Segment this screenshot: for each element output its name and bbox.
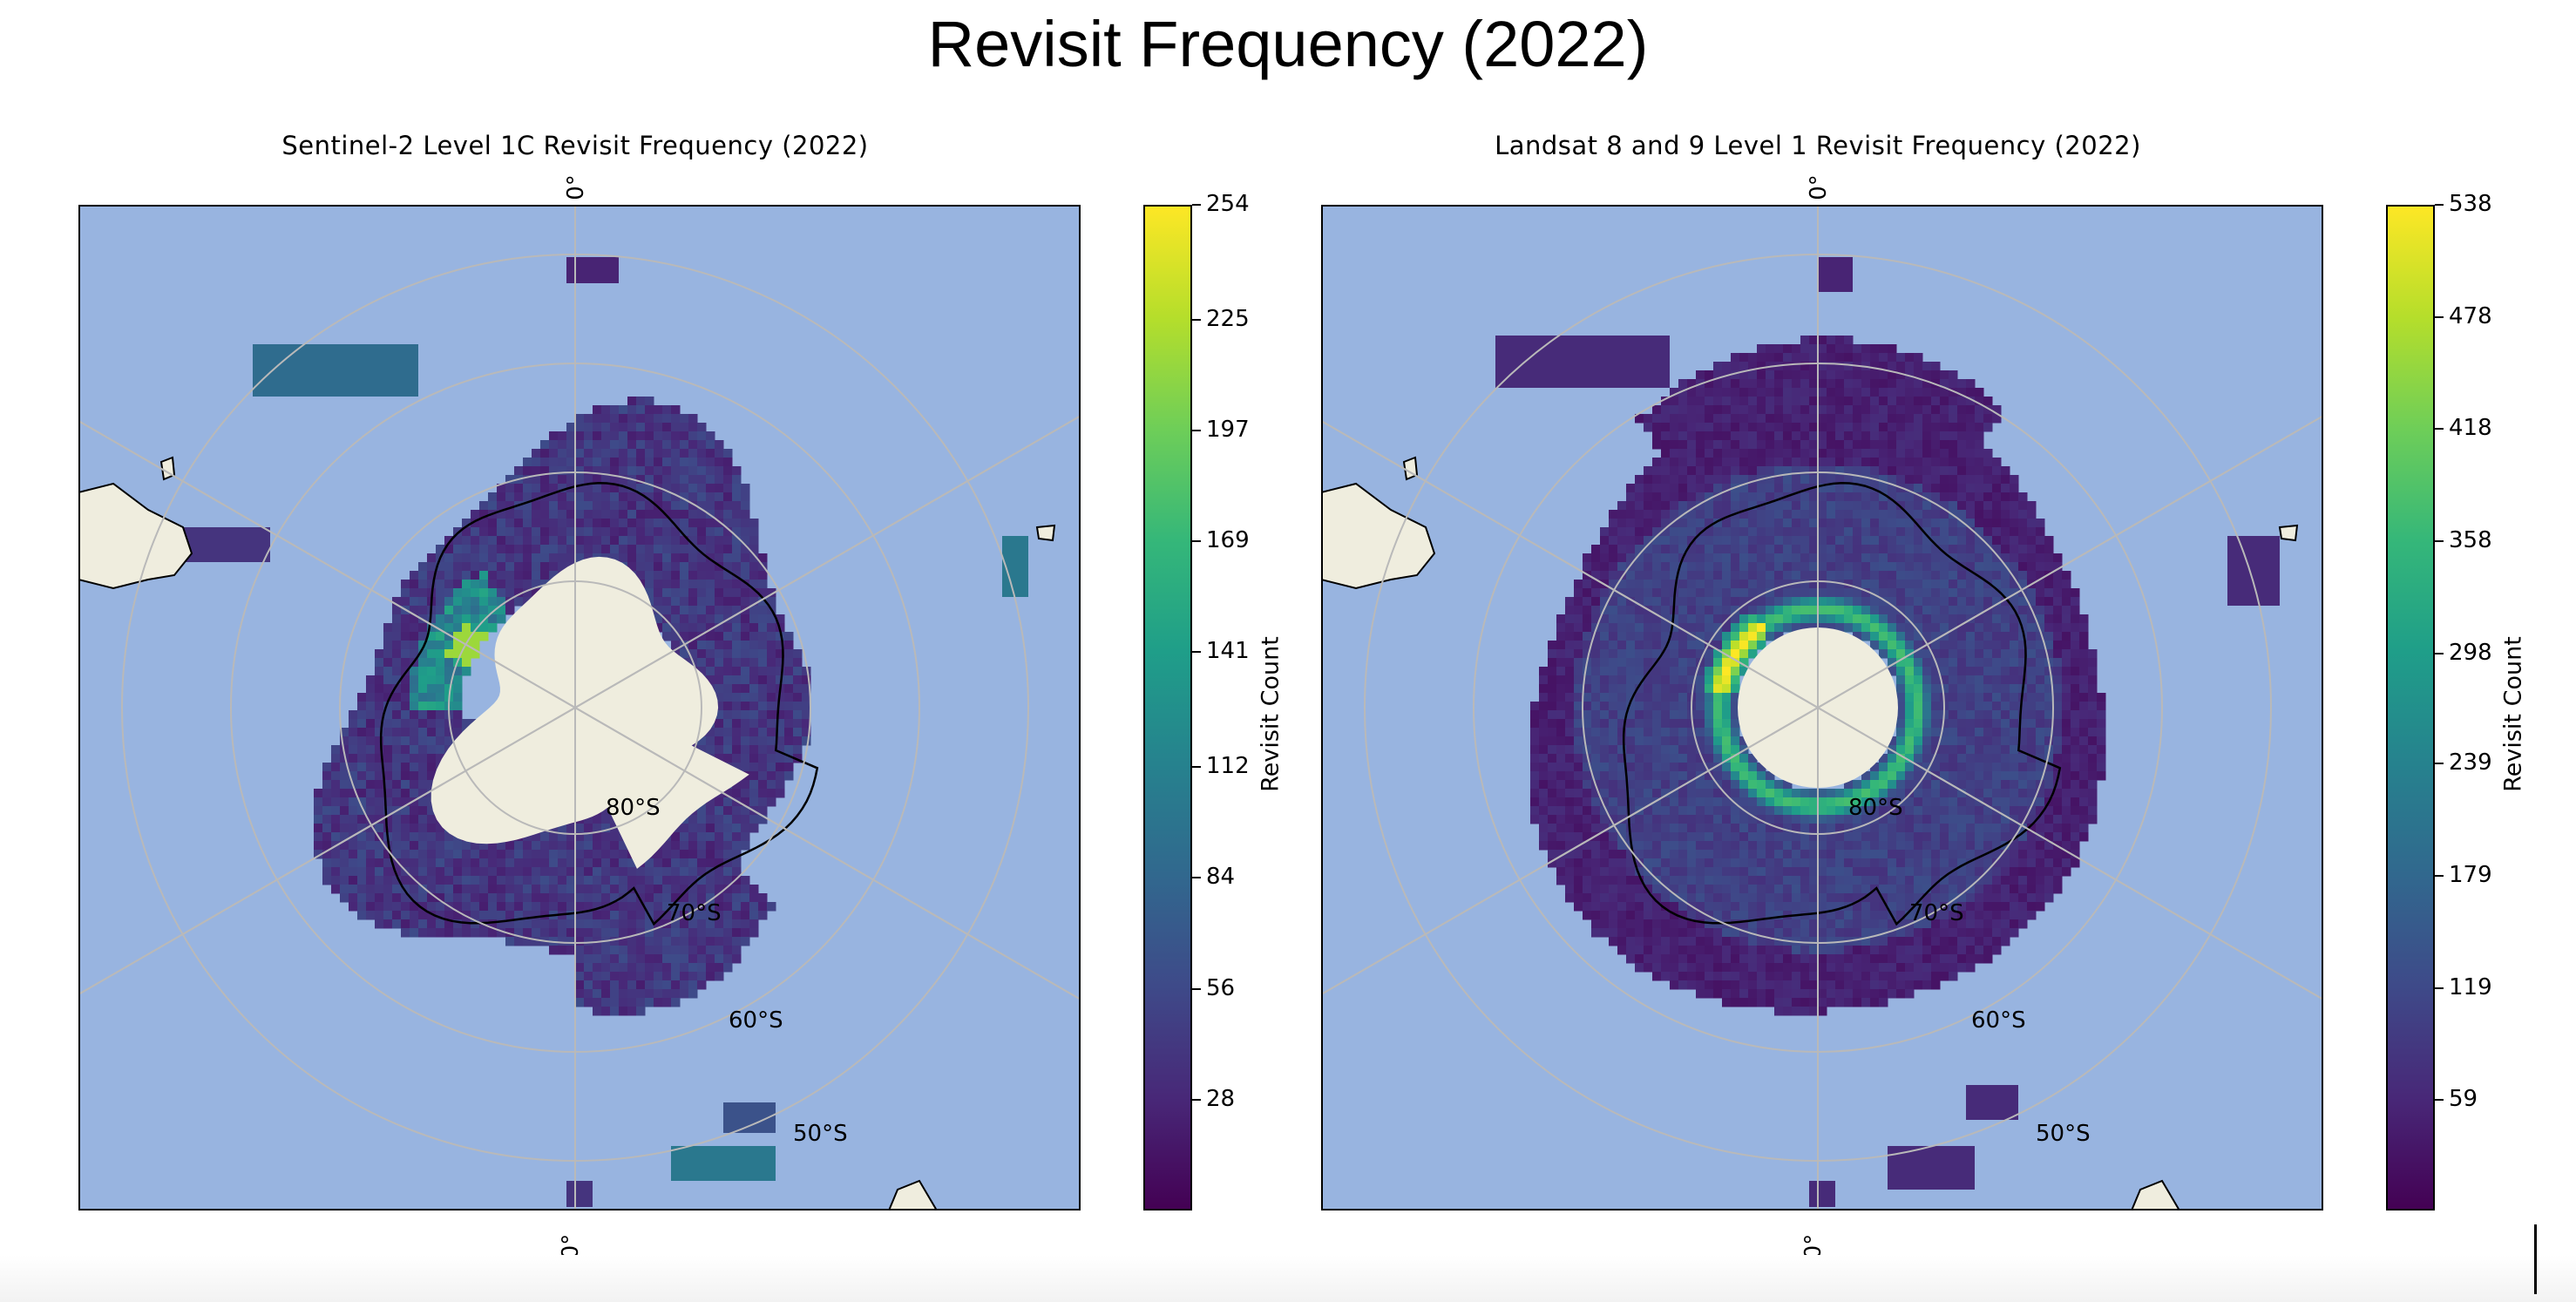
colorbar-tick-label: 179 (2449, 862, 2492, 889)
figure-title: Revisit Frequency (2022) (927, 8, 1649, 80)
panel-1-title: Sentinel-2 Level 1C Revisit Frequency (2… (281, 131, 869, 160)
colorbar-tickmark (2435, 315, 2444, 318)
colorbar-tick-label: 298 (2449, 639, 2492, 666)
panel-2-colorbar (2386, 205, 2435, 1210)
colorbar-tickmark (2435, 652, 2444, 654)
panel-1-colorbar (1143, 205, 1192, 1210)
data-tile (183, 527, 270, 562)
colorbar-tickmark (2435, 875, 2444, 878)
island-land (1035, 524, 1056, 542)
map-border (78, 205, 1081, 1210)
meridian-line (1321, 707, 1819, 996)
panel-1-lat-label-80: 80°S (606, 795, 661, 821)
colorbar-tick-label: 197 (1206, 416, 1250, 443)
colorbar-tick-label: 119 (2449, 973, 2492, 1000)
panel-2-lat-label-80: 80°S (1848, 795, 1903, 821)
panel-2-map-canvas (1321, 205, 2323, 1210)
south-america-land (1321, 482, 1436, 590)
data-tile (566, 1181, 593, 1207)
panel-2-lat-label-60: 60°S (1971, 1007, 2026, 1034)
colorbar-tickmark (2435, 1099, 2444, 1102)
data-tile (1495, 336, 1670, 388)
colorbar-tickmark (1192, 540, 1201, 543)
data-tile (671, 1146, 776, 1181)
colorbar-tick-label: 84 (1206, 864, 1236, 891)
graticule (1321, 205, 2323, 1210)
nz-land (2130, 1179, 2181, 1210)
panel-2-lat-label-50: 50°S (2036, 1121, 2091, 1147)
colorbar-tickmark (2435, 428, 2444, 431)
data-tile (2227, 536, 2280, 606)
panel-2-title: Landsat 8 and 9 Level 1 Revisit Frequenc… (1495, 131, 2141, 160)
colorbar-tickmark (2435, 763, 2444, 765)
colorbar-tickmark (1192, 651, 1201, 654)
colorbar-tickmark (1192, 987, 1201, 990)
colorbar-tick-label: 59 (2449, 1086, 2478, 1113)
panel-2-map[interactable] (1321, 205, 2323, 1210)
data-tile (1818, 257, 1853, 292)
colorbar-tick-label: 538 (2449, 191, 2492, 217)
panel-1-lon-label-top: 0° (563, 174, 589, 200)
data-tile (1966, 1085, 2018, 1120)
colorbar-tick-label: 28 (1206, 1085, 1236, 1112)
south-america-land (78, 482, 193, 590)
meridian-line (574, 707, 1081, 1001)
map-border (1321, 205, 2323, 1210)
meridian-line (1817, 707, 2323, 1001)
colorbar-tickmark (1192, 429, 1201, 431)
graticule (78, 205, 1081, 1210)
colorbar-tick-label: 239 (2449, 749, 2492, 776)
panel-2-lat-label-70: 70°S (1909, 900, 1964, 926)
colorbar-tick-label: 56 (1206, 974, 1236, 1001)
panel-2-colorbar-label: Revisit Count (2499, 636, 2527, 792)
colorbar-tick-label: 225 (1206, 305, 1250, 332)
colorbar-tickmark (1192, 766, 1201, 769)
colorbar-tick-label: 112 (1206, 753, 1250, 780)
colorbar-tickmark (1192, 1098, 1201, 1101)
colorbar-tickmark (2435, 204, 2444, 206)
panel-1-lat-label-60: 60°S (729, 1007, 783, 1034)
revisit-field (1495, 257, 2280, 1207)
data-tile (253, 344, 418, 397)
meridian-line (78, 707, 576, 996)
text-cursor (2534, 1224, 2537, 1294)
colorbar-tick-label: 254 (1206, 191, 1250, 217)
colorbar-tick-label: 169 (1206, 527, 1250, 554)
colorbar-tickmark (1192, 877, 1201, 879)
island-land (2278, 524, 2299, 542)
meridian-line (78, 419, 576, 709)
colorbar-tick-label: 358 (2449, 527, 2492, 554)
colorbar-tickmark (1192, 318, 1201, 321)
panel-1-map-canvas (78, 205, 1081, 1210)
colorbar-tick-label: 418 (2449, 415, 2492, 442)
data-tile (1809, 1181, 1835, 1207)
panel-1-colorbar-label: Revisit Count (1257, 636, 1285, 792)
colorbar-tickmark (2435, 987, 2444, 989)
meridian-line (1817, 414, 2323, 709)
colorbar-tickmark (1192, 204, 1201, 206)
panel-1-map[interactable] (78, 205, 1081, 1210)
colorbar-tick-label: 478 (2449, 302, 2492, 329)
bottom-shadow (0, 1255, 2576, 1302)
meridian-line (574, 414, 1081, 709)
panel-1-lat-label-70: 70°S (667, 900, 722, 926)
colorbar-tick-label: 141 (1206, 638, 1250, 665)
nz-land (887, 1179, 939, 1210)
colorbar-tickmark (2435, 540, 2444, 543)
panel-1-lat-label-50: 50°S (793, 1121, 848, 1147)
panel-2-lon-label-top: 0° (1806, 174, 1832, 200)
meridian-line (1321, 419, 1819, 709)
